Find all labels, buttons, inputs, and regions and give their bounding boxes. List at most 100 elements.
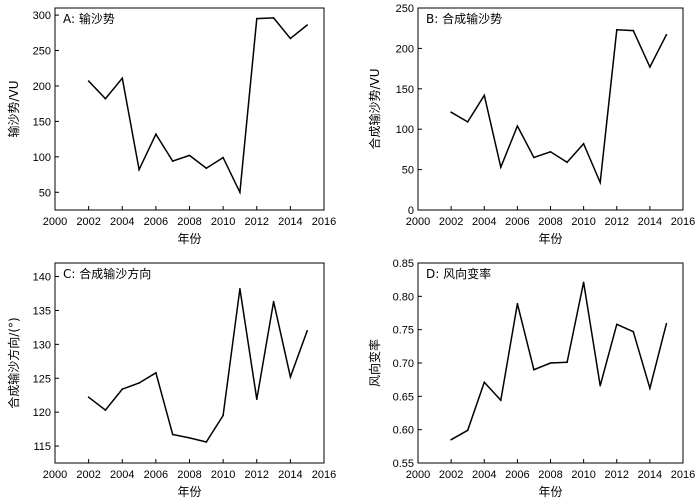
chart-a: 2000 2002 2004 2006 2008 2010 2012 2014 2016 50 10… (6, 7, 336, 246)
chart-d-x-tick-label: 2000 (406, 469, 430, 481)
chart-a-data-point (138, 168, 140, 171)
chart-b-y-tick-label: 150 (396, 84, 414, 96)
chart-c-data-point (205, 441, 208, 443)
chart-b-data-point (516, 125, 519, 127)
chart-c-series-line (88, 288, 308, 443)
chart-d-y-tick-label: 0.80 (393, 291, 414, 303)
chart-b-data-point (632, 29, 635, 32)
chart-c-y-tick-label: 135 (33, 305, 51, 317)
chart-b-y-tick-label: 100 (396, 124, 414, 136)
chart-b-title: B: 合成输沙势 (426, 11, 502, 26)
chart-d-data-point (566, 361, 568, 364)
chart-c-data-point (239, 288, 241, 290)
chart-d-y-tick-label: 0.70 (393, 358, 414, 370)
chart-b-plot-frame (417, 7, 684, 211)
chart-b-data-point (549, 151, 552, 153)
chart-c-y-axis-label: 合成输沙方向/(°) (6, 317, 21, 408)
chart-d-x-axis-label: 年份 (538, 485, 562, 499)
chart-a-x-tick-label: 2006 (144, 216, 168, 228)
chart-c-x-tick-label: 2006 (144, 469, 168, 481)
chart-d-x-tick-label: 2014 (638, 469, 662, 481)
chart-b-x-tick-label: 2014 (638, 216, 662, 228)
chart-b-x-tick-label: 2004 (472, 216, 496, 228)
chart-c-x-tick-label: 2008 (177, 469, 201, 481)
chart-c-data-point (138, 382, 140, 384)
chart-a-y-tick-label: 50 (39, 187, 51, 199)
chart-d-y-tick-label: 0.75 (393, 325, 414, 337)
chart-c-x-tick-label: 2000 (43, 469, 67, 481)
chart-c-data-point (155, 372, 157, 374)
chart-a-data-point (104, 97, 107, 100)
chart-a-data-point (87, 80, 90, 82)
chart-b-data-point (582, 142, 585, 145)
chart-a-data-point (188, 154, 191, 157)
chart-b-data-point (665, 33, 668, 36)
chart-b: 2000 2002 2004 2006 2008 2010 2012 2014 2016 0 50 1… (367, 3, 695, 246)
chart-b-data-point (483, 94, 486, 97)
chart-d-y-tick-label: 0.85 (393, 258, 414, 270)
chart-d-x-tick-label: 2010 (571, 469, 595, 481)
chart-d-x-tick-label: 2012 (605, 469, 629, 481)
chart-c-x-tick-label: 2016 (312, 469, 336, 481)
chart-d-data-point (450, 438, 452, 441)
chart-c-data-point (171, 433, 174, 436)
chart-c-y-tick-label: 125 (33, 373, 51, 385)
chart-b-x-tick-label: 2006 (505, 216, 529, 228)
chart-a-x-tick-label: 2004 (110, 216, 134, 228)
chart-c-x-tick-label: 2004 (110, 469, 134, 481)
chart-b-data-point (533, 156, 535, 159)
chart-a-plot-frame (54, 7, 325, 211)
chart-c-title: C: 合成输沙方向 (63, 266, 151, 281)
chart-d-y-axis-label: 风向变率 (367, 339, 382, 387)
chart-a-y-tick-label: 100 (33, 152, 51, 164)
chart-a-y-tick-label: 300 (33, 10, 51, 22)
chart-c-x-tick-label: 2014 (278, 469, 302, 481)
chart-c-y-tick-label: 120 (33, 407, 51, 419)
chart-d-data-point (483, 381, 486, 384)
chart-c-plot-frame (54, 262, 325, 464)
chart-d-x-tick-label: 2016 (671, 469, 695, 481)
chart-b-x-tick-label: 2016 (671, 216, 695, 228)
chart-a-data-point (222, 156, 224, 159)
chart-b-data-point (616, 29, 618, 31)
chart-d: 2000 2002 2004 2006 2008 2010 2012 2014 2016 0.55… (367, 258, 695, 499)
chart-a-data-point (171, 160, 174, 162)
chart-a-data-point (121, 77, 124, 79)
chart-d-data-point (516, 302, 519, 305)
chart-b-x-tick-label: 2002 (439, 216, 463, 228)
chart-a-x-tick-label: 2008 (177, 216, 201, 228)
chart-a-y-axis-label: 输沙势/VU (6, 80, 21, 137)
chart-d-x-tick-label: 2002 (439, 469, 463, 481)
chart-a-series-line (88, 17, 308, 196)
chart-c-data-point (272, 300, 275, 303)
chart-c-x-tick-label: 2012 (245, 469, 269, 481)
chart-a-title: A: 输沙势 (63, 11, 115, 26)
chart-c-x-axis-label: 年份 (177, 485, 201, 499)
chart-b-data-point (649, 66, 651, 68)
chart-a-y-tick-label: 150 (33, 116, 51, 128)
chart-b-x-tick-label: 2008 (538, 216, 562, 228)
chart-a-data-point (155, 133, 157, 135)
chart-b-data-point (566, 161, 568, 164)
chart-a-x-tick-label: 2000 (43, 216, 67, 228)
chart-a-x-tick-label: 2010 (211, 216, 235, 228)
chart-a-data-point (272, 17, 275, 19)
chart-b-data-point (466, 121, 469, 123)
chart-b-x-tick-label: 2000 (406, 216, 430, 228)
chart-a-x-tick-label: 2016 (312, 216, 336, 228)
chart-b-y-tick-label: 200 (396, 43, 414, 55)
chart-d-x-tick-label: 2006 (505, 469, 529, 481)
chart-c-y-tick-label: 130 (33, 339, 51, 351)
chart-d-y-tick-label: 0.65 (393, 391, 414, 403)
chart-a-x-tick-label: 2002 (76, 216, 100, 228)
chart-b-series-line (450, 29, 668, 186)
chart-b-x-tick-label: 2010 (571, 216, 595, 228)
chart-d-title: D: 风向变率 (426, 266, 491, 281)
chart-c-x-tick-label: 2010 (211, 469, 235, 481)
chart-b-x-axis-label: 年份 (538, 232, 562, 246)
chart-d-data-point (616, 323, 618, 326)
chart-d-x-tick-label: 2004 (472, 469, 496, 481)
chart-c-data-point (255, 398, 258, 401)
chart-d-data-point (665, 322, 668, 325)
chart-a-x-tick-label: 2014 (278, 216, 302, 228)
